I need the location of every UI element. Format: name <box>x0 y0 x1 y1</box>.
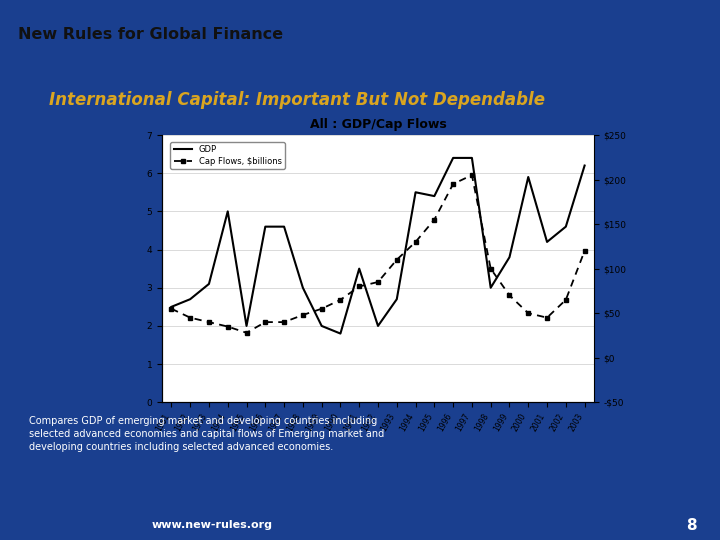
Cap Flows, $billions <box>487 265 495 272</box>
Cap Flows, $billions <box>167 306 176 312</box>
Cap Flows, $billions <box>223 323 232 330</box>
GDP <box>411 189 420 195</box>
Cap Flows, $billions <box>336 296 345 303</box>
GDP <box>487 285 495 291</box>
GDP <box>374 323 382 329</box>
Cap Flows, $billions <box>261 319 269 325</box>
Cap Flows, $billions <box>392 256 401 263</box>
Cap Flows, $billions <box>449 181 457 187</box>
Cap Flows, $billions <box>430 217 438 223</box>
Legend: GDP, Cap Flows, $billions: GDP, Cap Flows, $billions <box>171 142 285 169</box>
GDP <box>299 285 307 291</box>
GDP <box>318 323 326 329</box>
GDP <box>223 208 232 214</box>
GDP <box>543 239 552 245</box>
Line: GDP: GDP <box>171 158 585 334</box>
GDP <box>261 224 269 230</box>
GDP <box>204 281 213 287</box>
Text: 8: 8 <box>686 518 696 532</box>
Cap Flows, $billions <box>355 283 364 289</box>
GDP <box>355 266 364 272</box>
Text: New Rules for Global Finance: New Rules for Global Finance <box>18 28 283 43</box>
Line: Cap Flows, $billions: Cap Flows, $billions <box>170 173 586 335</box>
Cap Flows, $billions <box>411 239 420 245</box>
GDP <box>467 154 476 161</box>
GDP <box>562 224 570 230</box>
GDP <box>430 193 438 199</box>
Title: All : GDP/Cap Flows: All : GDP/Cap Flows <box>310 118 446 131</box>
Cap Flows, $billions <box>524 310 533 316</box>
Cap Flows, $billions <box>242 329 251 336</box>
Cap Flows, $billions <box>318 306 326 312</box>
GDP <box>524 174 533 180</box>
Cap Flows, $billions <box>543 314 552 321</box>
Cap Flows, $billions <box>186 314 194 321</box>
GDP <box>392 296 401 302</box>
Cap Flows, $billions <box>505 292 514 299</box>
Cap Flows, $billions <box>374 279 382 285</box>
GDP <box>167 303 176 310</box>
GDP <box>580 163 589 169</box>
Text: www.new-rules.org: www.new-rules.org <box>151 520 272 530</box>
Text: International Capital: Important But Not Dependable: International Capital: Important But Not… <box>49 91 544 109</box>
Cap Flows, $billions <box>580 247 589 254</box>
Cap Flows, $billions <box>280 319 289 325</box>
Text: Compares GDP of emerging market and developing countries including
selected adva: Compares GDP of emerging market and deve… <box>29 416 384 452</box>
Cap Flows, $billions <box>467 172 476 178</box>
Cap Flows, $billions <box>299 312 307 318</box>
GDP <box>242 323 251 329</box>
GDP <box>449 154 457 161</box>
GDP <box>280 224 289 230</box>
GDP <box>336 330 345 337</box>
GDP <box>505 254 514 260</box>
Cap Flows, $billions <box>562 296 570 303</box>
GDP <box>186 296 194 302</box>
Cap Flows, $billions <box>204 319 213 325</box>
